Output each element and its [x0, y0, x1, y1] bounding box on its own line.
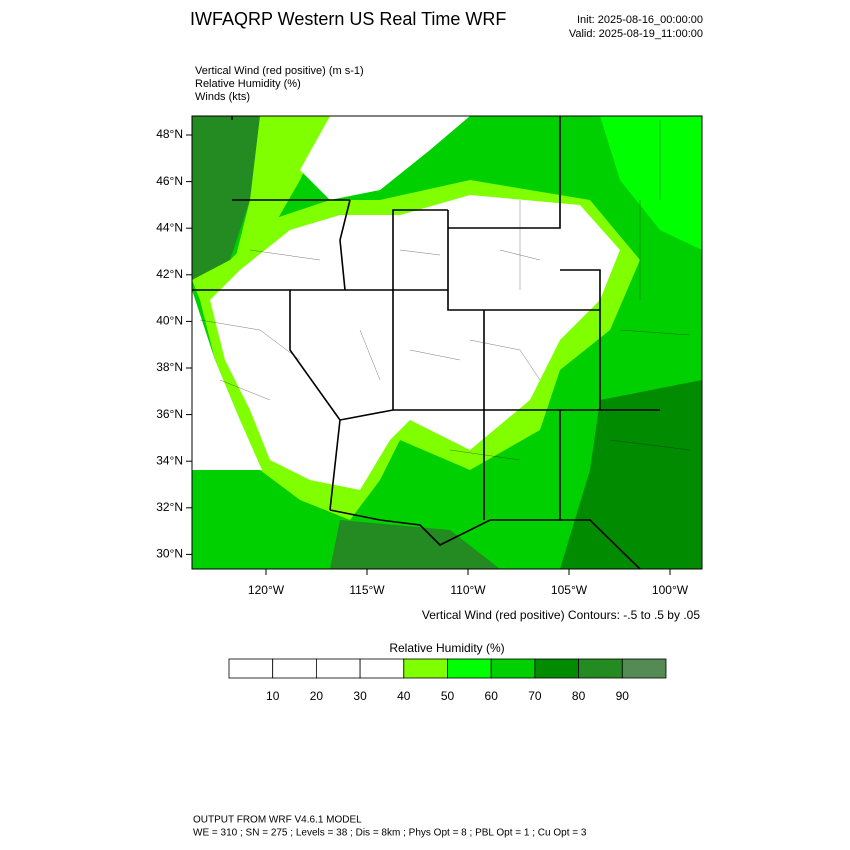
colorbar-label: 70 [528, 689, 542, 703]
lat-label: 44°N [156, 220, 183, 234]
colorbar-box [447, 658, 492, 679]
footer-line: WE = 310 ; SN = 275 ; Levels = 38 ; Dis … [193, 828, 587, 839]
map-field [192, 116, 702, 569]
humid-area [560, 380, 702, 569]
lat-label: 30°N [156, 547, 183, 561]
colorbar-box [359, 658, 405, 679]
colorbar-label: 60 [485, 689, 499, 703]
state-boundaries [192, 116, 691, 569]
field-label: Vertical Wind (red positive) (m s-1) [195, 65, 364, 77]
humid-area [600, 116, 702, 250]
colorbar-label: 40 [397, 689, 411, 703]
plot-frame [191, 115, 703, 570]
lat-label: 42°N [156, 267, 183, 281]
colorbar-box [315, 658, 361, 679]
colorbar-label: 90 [616, 689, 630, 703]
lon-label: 120°W [248, 583, 285, 597]
colorbar-box [578, 658, 623, 679]
colorbar-box [490, 658, 536, 679]
lat-label: 36°N [156, 407, 183, 421]
colorbar-box [272, 658, 317, 679]
lat-label: 40°N [156, 314, 183, 328]
init-time: Init: 2025-08-16_00:00:00 [577, 14, 703, 26]
lon-label: 115°W [349, 583, 385, 597]
lon-label: 100°W [652, 583, 689, 597]
colorbar-box [228, 658, 274, 679]
dry-area [192, 290, 262, 470]
colorbar-box [534, 658, 580, 679]
lat-label: 38°N [156, 360, 183, 374]
dry-area [300, 116, 470, 200]
humid-area [330, 520, 500, 569]
lat-label: 34°N [156, 453, 183, 467]
humid-area [192, 116, 260, 280]
lat-label: 32°N [156, 500, 183, 514]
contour-note: Vertical Wind (red positive) Contours: -… [422, 608, 700, 622]
field-label: Relative Humidity (%) [195, 78, 301, 90]
colorbar-box [403, 658, 448, 679]
lat-label: 46°N [156, 174, 183, 188]
dry-area [210, 195, 620, 490]
colorbar-label: 20 [310, 689, 324, 703]
colorbar-label: 50 [441, 689, 455, 703]
colorbar-label: 30 [353, 689, 367, 703]
field-label: Winds (kts) [195, 91, 250, 103]
colorbar-label: 80 [572, 689, 586, 703]
lon-label: 105°W [551, 583, 588, 597]
footer-line: OUTPUT FROM WRF V4.6.1 MODEL [193, 815, 362, 826]
title: IWFAQRP Western US Real Time WRF [190, 9, 506, 29]
colorbar-title: Relative Humidity (%) [389, 641, 504, 655]
colorbar-box [621, 658, 667, 679]
colorbar-label: 10 [266, 689, 280, 703]
lat-label: 48°N [156, 127, 183, 141]
lon-label: 110°W [450, 583, 486, 597]
valid-time: Valid: 2025-08-19_11:00:00 [569, 28, 703, 40]
